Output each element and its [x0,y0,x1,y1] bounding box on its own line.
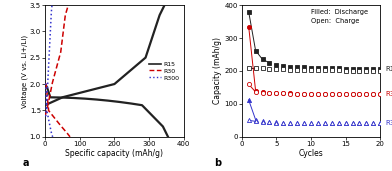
Legend: R15, R30, R300: R15, R30, R300 [147,60,180,82]
Text: R15: R15 [386,66,392,72]
Text: R30: R30 [386,91,392,97]
Y-axis label: Capacity (mAh/g): Capacity (mAh/g) [213,37,222,104]
Text: Filled:  Discharge
Open:  Charge: Filled: Discharge Open: Charge [311,9,368,24]
X-axis label: Cycles: Cycles [299,149,323,158]
Text: a: a [23,158,29,168]
Text: b: b [214,158,221,168]
Y-axis label: Voltage (V vs. Li+/Li): Voltage (V vs. Li+/Li) [21,34,27,108]
X-axis label: Specific capacity (mAh/g): Specific capacity (mAh/g) [65,149,163,158]
Text: R300: R300 [386,120,392,126]
